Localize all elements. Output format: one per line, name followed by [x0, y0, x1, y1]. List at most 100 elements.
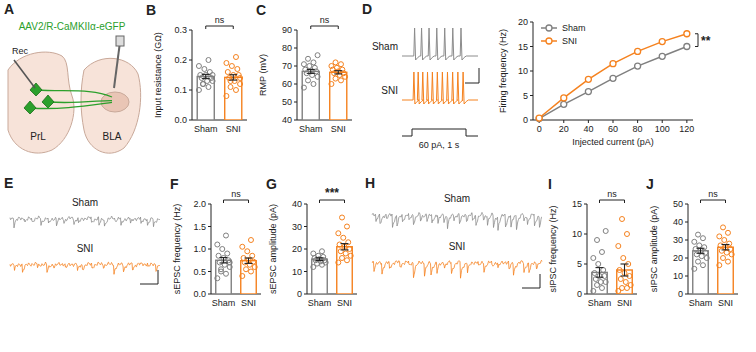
data-point: [244, 267, 249, 272]
data-point: [620, 286, 625, 291]
error-bar: [697, 248, 705, 253]
data-point: [591, 256, 596, 261]
data-point: [315, 53, 320, 58]
y-tick: [208, 249, 211, 250]
y-tick: [294, 30, 297, 31]
marker: [561, 95, 567, 101]
marker: [610, 61, 616, 67]
marker: [561, 101, 567, 107]
data-point: [696, 259, 701, 264]
data-point: [599, 286, 604, 291]
data-point: [729, 252, 734, 257]
error-line: [310, 69, 311, 73]
data-point: [717, 263, 722, 268]
data-point: [700, 263, 705, 268]
y-axis: [192, 30, 193, 120]
data-point: [342, 244, 347, 249]
plot-area: [536, 30, 690, 121]
data-point: [196, 88, 201, 93]
y-tick-label: 10: [518, 66, 528, 76]
trace-label: SNI: [77, 243, 94, 254]
y-tick: [208, 294, 211, 295]
y-tick: [584, 264, 587, 265]
marker: [635, 48, 641, 54]
figure: AAAV2/R-CaMKIIα-eGFPRecPrLBLABInput resi…: [0, 0, 756, 352]
data-point: [725, 230, 730, 235]
panel-label: J: [646, 176, 654, 192]
marker: [536, 115, 542, 121]
error-cap: [621, 275, 629, 276]
trace: [372, 260, 542, 278]
plot-area: [692, 225, 734, 294]
x-tick: [613, 120, 614, 123]
data-point: [344, 224, 349, 229]
x-tick-label: 20: [559, 124, 569, 134]
data-point: [311, 251, 316, 256]
data-point: [227, 260, 232, 265]
data-point: [728, 247, 733, 252]
marker: [684, 31, 690, 37]
bar: [718, 247, 734, 294]
data-point: [215, 242, 220, 247]
x-tick-label: Sham: [299, 124, 323, 134]
legend-label: SNI: [562, 36, 577, 46]
y-axis-label: sEPSC frequency (Hz): [172, 204, 182, 295]
data-point: [225, 70, 230, 75]
error-line: [344, 244, 345, 250]
significance: ns: [708, 189, 718, 199]
data-point: [210, 73, 215, 78]
neuron: [42, 95, 54, 108]
data-point: [620, 217, 625, 222]
plot-area: [591, 217, 633, 295]
significance-bracket: [311, 26, 339, 29]
data-point: [624, 232, 629, 237]
data-point: [238, 82, 243, 87]
data-point: [591, 289, 596, 294]
trace-label: Sham: [72, 197, 98, 208]
data-point: [348, 253, 353, 258]
y-tick: [294, 66, 297, 67]
error-cap: [334, 73, 342, 74]
data-point: [336, 231, 341, 236]
y-tick-label: 10: [292, 267, 302, 277]
data-point: [599, 250, 604, 255]
marker: [659, 53, 665, 59]
significance-bracket: [695, 34, 698, 47]
y-tick-label: 0.3: [174, 25, 187, 35]
data-point: [209, 76, 214, 81]
data-point: [343, 251, 348, 256]
scale-bar: [522, 274, 540, 288]
data-point: [301, 62, 306, 67]
y-tick: [584, 204, 587, 205]
data-point: [341, 235, 346, 240]
node-label: Rec: [12, 46, 29, 56]
y-tick-label: 5: [523, 91, 528, 101]
trace: [402, 72, 478, 104]
y-tick-label: 0.2: [174, 55, 187, 65]
data-point: [233, 55, 238, 60]
data-point: [337, 242, 342, 247]
y-tick: [530, 95, 533, 96]
panel-label: A: [4, 1, 14, 17]
data-point: [340, 67, 345, 72]
data-point: [338, 62, 343, 67]
y-tick-label: 1.5: [193, 222, 206, 232]
plot-area: [196, 55, 242, 121]
bar: [216, 260, 232, 294]
data-point: [206, 58, 211, 63]
data-point: [598, 280, 603, 285]
data-point: [198, 73, 203, 78]
y-tick-label: 5: [577, 259, 582, 269]
data-point: [219, 267, 224, 272]
y-tick: [304, 249, 307, 250]
y-tick-label: 10: [673, 271, 683, 281]
error-cap: [307, 73, 315, 74]
panel-label: E: [4, 175, 13, 191]
bar: [197, 77, 214, 121]
data-point: [220, 247, 225, 252]
y-tick: [304, 226, 307, 227]
node-label: BLA: [103, 131, 122, 142]
error-cap: [316, 260, 324, 261]
significance-bracket: [320, 200, 345, 203]
error-cap: [722, 249, 730, 250]
